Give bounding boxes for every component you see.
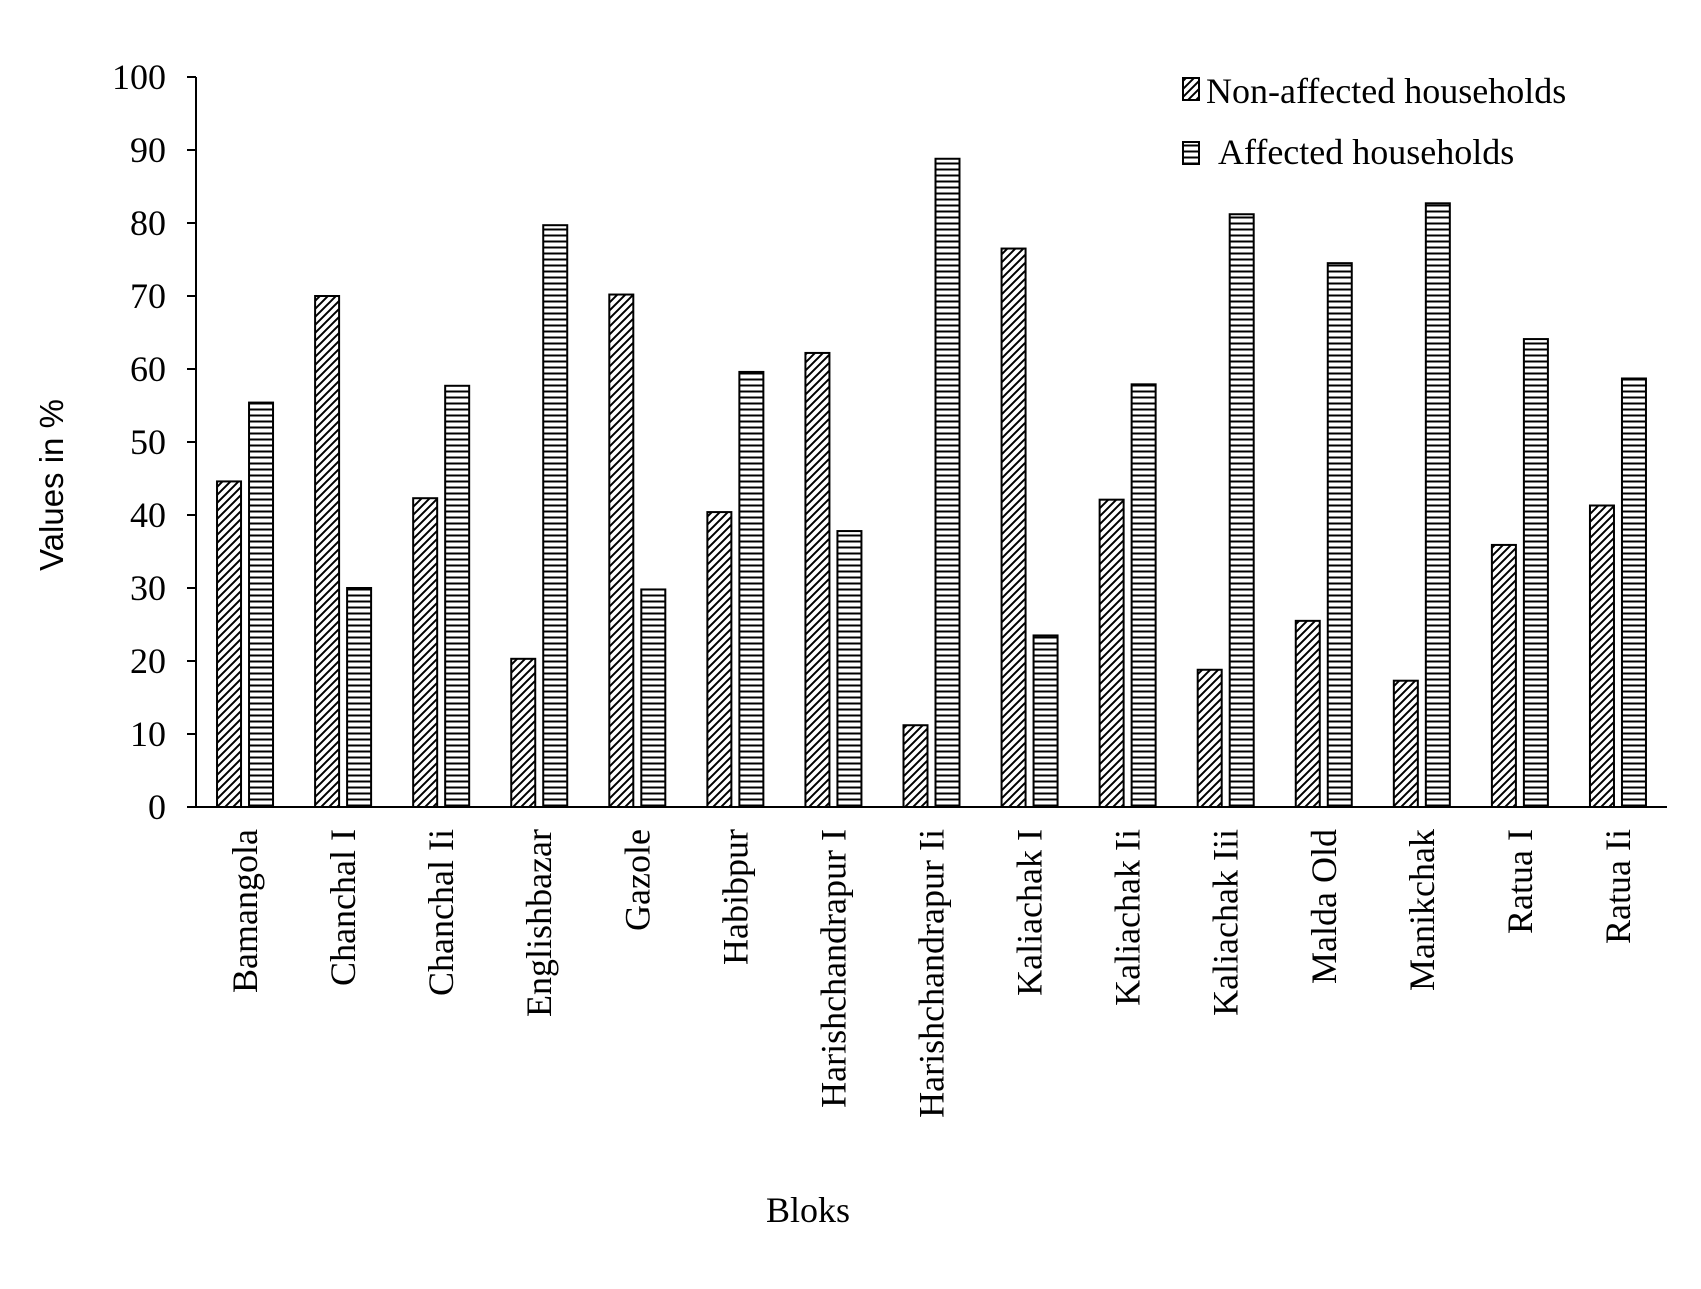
bar-non-affected bbox=[1392, 679, 1419, 809]
y-tick-label: 30 bbox=[130, 568, 166, 608]
bar-non-affected bbox=[608, 293, 635, 809]
x-tick-label: Habibpur bbox=[715, 829, 755, 965]
bar-affected bbox=[444, 384, 471, 808]
x-axis-ticks: Bamangola Chanchal I Chanchal Ii Englishbaz… bbox=[225, 829, 1638, 1118]
x-tick-label: Kaliachak I bbox=[1010, 829, 1050, 996]
bar-affected bbox=[1326, 262, 1353, 808]
y-tick-label: 50 bbox=[130, 422, 166, 462]
x-tick-label: Harishchandrapur Ii bbox=[912, 829, 952, 1118]
x-tick-label: Bamangola bbox=[225, 829, 265, 993]
bar-non-affected bbox=[902, 724, 929, 808]
y-tick-label: 80 bbox=[130, 203, 166, 243]
y-axis-ticks: 0 10 20 30 40 50 60 70 80 90 100 bbox=[112, 57, 196, 827]
bar-affected bbox=[1620, 377, 1647, 808]
bar-affected bbox=[346, 587, 373, 808]
y-tick-label: 40 bbox=[130, 495, 166, 535]
bar-affected bbox=[1522, 338, 1549, 808]
y-tick-label: 60 bbox=[130, 349, 166, 389]
x-tick-label: Chanchal I bbox=[323, 829, 363, 986]
bar-affected bbox=[248, 401, 275, 808]
x-tick-label: Malda Old bbox=[1304, 829, 1344, 984]
x-tick-label: Manikchak bbox=[1402, 829, 1442, 991]
y-tick-label: 90 bbox=[130, 130, 166, 170]
bar-non-affected bbox=[706, 511, 733, 809]
legend-label-affected: Affected households bbox=[1218, 132, 1514, 172]
bar-non-affected bbox=[314, 295, 341, 808]
legend-swatch-non-affected bbox=[1182, 77, 1200, 101]
bar-non-affected bbox=[1588, 504, 1615, 808]
bar-non-affected bbox=[1196, 668, 1223, 809]
bar-non-affected bbox=[216, 480, 243, 808]
x-tick-label: Ratua I bbox=[1500, 829, 1540, 934]
legend-swatch-affected bbox=[1182, 141, 1200, 165]
bar-affected bbox=[836, 530, 863, 808]
bar-affected bbox=[1424, 202, 1451, 809]
y-tick-label: 10 bbox=[130, 714, 166, 754]
bar-non-affected bbox=[1294, 619, 1321, 808]
x-tick-label: Kaliachak Ii bbox=[1108, 829, 1148, 1006]
bar-non-affected bbox=[804, 351, 831, 808]
x-tick-label: Englishbazar bbox=[519, 829, 559, 1017]
x-tick-label: Ratua Ii bbox=[1598, 829, 1638, 944]
bar-non-affected bbox=[412, 497, 439, 808]
y-tick-label: 100 bbox=[112, 57, 166, 97]
bar-affected bbox=[542, 224, 569, 808]
bar-affected bbox=[1228, 213, 1255, 809]
bar-affected bbox=[738, 370, 765, 808]
legend: Non-affected households Affected househo… bbox=[1182, 71, 1566, 172]
y-tick-label: 70 bbox=[130, 276, 166, 316]
bar-non-affected bbox=[1490, 543, 1517, 808]
bar-non-affected bbox=[510, 657, 537, 808]
bar-affected bbox=[1032, 634, 1059, 809]
bar-non-affected bbox=[1098, 498, 1125, 808]
bar-affected bbox=[934, 157, 961, 808]
bar-affected bbox=[640, 588, 667, 809]
y-tick-label: 20 bbox=[130, 641, 166, 681]
x-tick-label: Gazole bbox=[617, 829, 657, 931]
bar-affected bbox=[1130, 383, 1157, 808]
bars bbox=[216, 157, 1647, 809]
x-tick-label: Kaliachak Iii bbox=[1206, 829, 1246, 1016]
bar-non-affected bbox=[1000, 247, 1027, 809]
y-tick-label: 0 bbox=[148, 787, 166, 827]
x-tick-label: Chanchal Ii bbox=[421, 829, 461, 996]
x-axis-title: Bloks bbox=[766, 1190, 850, 1230]
legend-label-non-affected: Non-affected households bbox=[1206, 71, 1566, 111]
x-tick-label: Harishchandrapur I bbox=[813, 829, 853, 1108]
y-axis-title: Values in % bbox=[33, 399, 70, 571]
